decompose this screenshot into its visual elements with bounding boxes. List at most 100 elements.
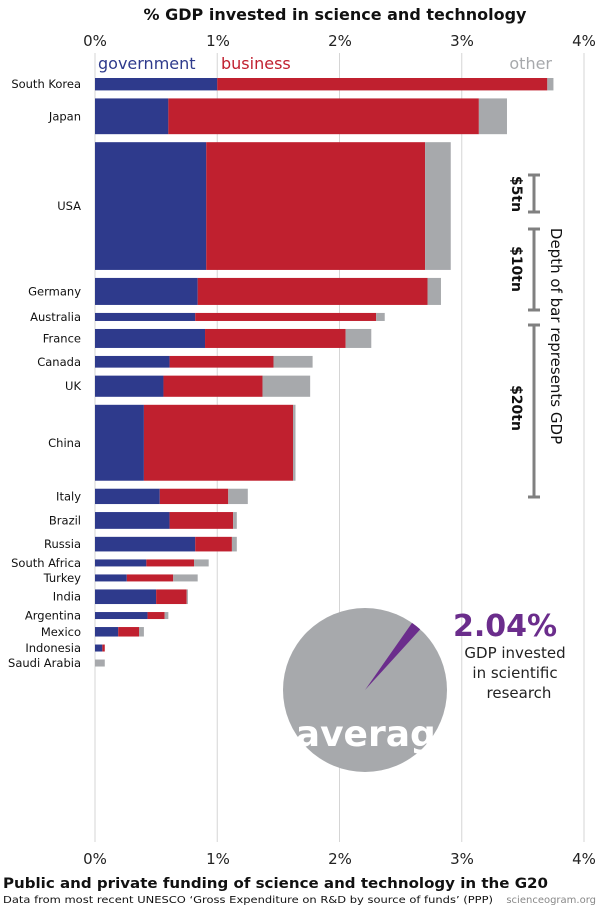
bar-group-india <box>95 589 188 605</box>
bar-mexico-government <box>95 627 119 637</box>
bar-india-other <box>186 589 188 605</box>
scale-label-20tn: $20tn <box>508 385 524 431</box>
bar-india-government <box>95 589 157 605</box>
x-axis-top: 0% 1% 2% 3% 4% <box>83 32 596 50</box>
country-label-usa: USA <box>57 199 81 213</box>
bar-mexico-other <box>139 627 144 637</box>
bar-russia-business <box>195 536 232 552</box>
bar-germany-business <box>197 277 428 305</box>
country-label-mexico: Mexico <box>41 625 81 639</box>
country-label-saudi-arabia: Saudi Arabia <box>8 656 81 670</box>
bar-canada-other <box>273 355 313 368</box>
bar-canada-business <box>169 355 274 368</box>
bar-italy-other <box>228 488 248 505</box>
country-label-south-korea: South Korea <box>11 77 81 91</box>
bar-turkey-government <box>95 574 127 582</box>
bar-group-japan <box>95 98 507 135</box>
scale-label-5tn: $5tn <box>508 176 524 212</box>
x-tick-bottom-1: 1% <box>206 850 230 868</box>
bar-group-indonesia <box>95 644 105 652</box>
footer-title: Public and private funding of science an… <box>3 876 548 892</box>
bar-group-turkey <box>95 574 198 582</box>
x-tick-top-4: 4% <box>572 32 596 50</box>
chart-title: % GDP invested in science and technology <box>144 5 528 24</box>
country-label-india: India <box>53 590 81 604</box>
gdp-scale-title: Depth of bar represents GDP <box>547 228 565 444</box>
bar-russia-government <box>95 536 196 552</box>
bar-group-germany <box>95 277 441 305</box>
footer-source: Data from most recent UNESCO ‘Gross Expe… <box>3 895 493 906</box>
bar-turkey-other <box>173 574 198 582</box>
bar-group-russia <box>95 536 237 552</box>
legend: government business other <box>98 54 552 73</box>
country-label-russia: Russia <box>44 537 81 551</box>
bar-turkey-business <box>126 574 174 582</box>
x-tick-top-3: 3% <box>450 32 474 50</box>
bar-usa-other <box>425 142 451 270</box>
average-note-line-1: GDP invested <box>464 644 565 662</box>
bar-germany-government <box>95 277 198 305</box>
country-label-japan: Japan <box>48 109 81 123</box>
bar-south-korea-government <box>95 78 218 91</box>
average-pie-slice <box>365 622 421 690</box>
bar-france-other <box>345 328 372 348</box>
bar-china-government <box>95 404 144 481</box>
bar-group-france <box>95 328 372 348</box>
country-label-indonesia: Indonesia <box>25 641 81 655</box>
x-tick-bottom-2: 2% <box>328 850 352 868</box>
legend-government: government <box>98 54 196 73</box>
country-label-italy: Italy <box>56 489 81 503</box>
bar-japan-business <box>168 98 479 135</box>
bar-mexico-business <box>118 627 140 637</box>
bar-group-south-korea <box>95 78 554 91</box>
bar-china-business <box>143 404 294 481</box>
bar-japan-other <box>478 98 507 135</box>
average-value: 2.04% <box>453 609 557 644</box>
x-tick-top-1: 1% <box>206 32 230 50</box>
country-labels: South Korea Japan USA Germany Australia Franc… <box>8 77 81 670</box>
bar-argentina-other <box>164 612 169 620</box>
country-label-australia: Australia <box>30 310 81 324</box>
bar-south-africa-other <box>194 559 209 567</box>
bar-france-government <box>95 328 206 348</box>
bar-germany-other <box>427 277 441 305</box>
x-tick-top-0: 0% <box>83 32 107 50</box>
bar-group-brazil <box>95 512 237 529</box>
average-note-line-3: research <box>487 684 552 702</box>
bar-uk-government <box>95 375 164 397</box>
country-label-france: France <box>43 331 81 345</box>
bar-indonesia-government <box>95 644 103 652</box>
bar-italy-government <box>95 488 160 505</box>
bar-brazil-other <box>233 512 237 529</box>
legend-business: business <box>221 54 291 73</box>
footer: Public and private funding of science an… <box>3 876 596 906</box>
gdp-scale-5tn: $5tn <box>508 173 540 214</box>
country-label-brazil: Brazil <box>49 513 81 527</box>
bar-uk-other <box>262 375 311 397</box>
bar-brazil-business <box>169 512 234 529</box>
bar-south-korea-other <box>547 78 554 91</box>
bar-argentina-business <box>147 612 165 620</box>
country-label-south-africa: South Africa <box>11 556 81 570</box>
bar-south-korea-business <box>217 78 548 91</box>
average-callout: average 2.04% GDP invested in scientific… <box>283 608 566 772</box>
bar-group-south-africa <box>95 559 209 567</box>
bar-group-china <box>95 404 296 481</box>
country-label-argentina: Argentina <box>25 609 81 623</box>
legend-other: other <box>509 54 552 73</box>
bar-australia-government <box>95 312 196 321</box>
bar-group-argentina <box>95 612 169 620</box>
bar-group-australia <box>95 312 385 321</box>
bar-south-africa-business <box>146 559 195 567</box>
bar-usa-business <box>206 142 426 270</box>
bar-france-business <box>205 328 346 348</box>
scale-label-10tn: $10tn <box>508 246 524 292</box>
bar-australia-business <box>195 312 377 321</box>
bar-south-africa-government <box>95 559 147 567</box>
average-note-line-2: in scientific <box>472 664 557 682</box>
bar-russia-other <box>231 536 237 552</box>
x-tick-bottom-0: 0% <box>83 850 107 868</box>
country-label-china: China <box>48 436 81 450</box>
bar-canada-government <box>95 355 170 368</box>
gdp-scale-20tn: $20tn <box>508 323 540 499</box>
